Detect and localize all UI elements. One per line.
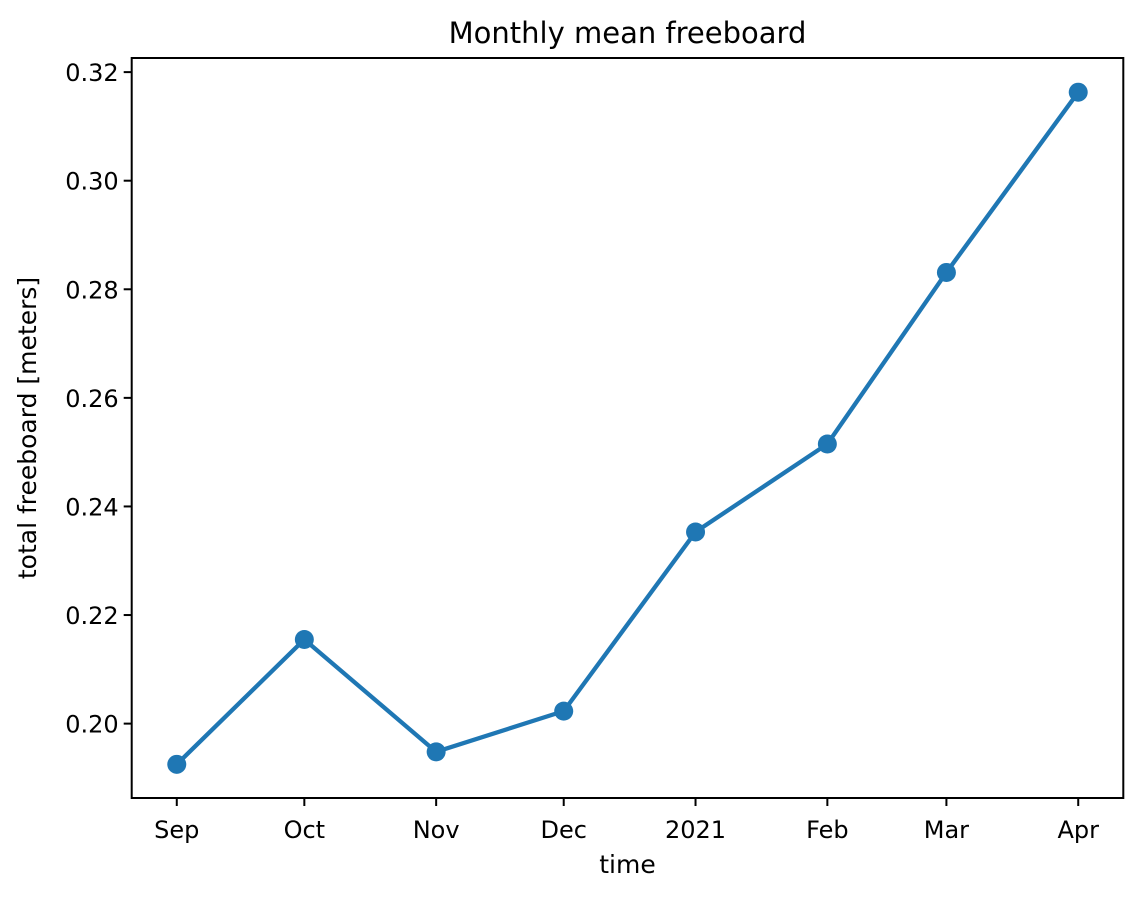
chart-title: Monthly mean freeboard	[449, 16, 807, 50]
y-axis-label: total freeboard [meters]	[13, 277, 42, 579]
data-point-feb	[817, 434, 837, 454]
x-tick-label-sep: Sep	[154, 816, 199, 844]
x-tick-label-nov: Nov	[413, 816, 460, 844]
data-point-2021	[686, 522, 706, 542]
x-tick-label-feb: Feb	[806, 816, 849, 844]
x-axis-label: time	[599, 850, 655, 879]
x-tick-label-2021: 2021	[665, 816, 726, 844]
axes-spines	[130, 57, 1125, 799]
y-tick-label-0.26: 0.26	[65, 385, 118, 413]
x-tick-label-apr: Apr	[1057, 816, 1099, 844]
data-point-dec	[554, 701, 574, 721]
data-point-sep	[167, 754, 187, 774]
y-tick-label-0.20: 0.20	[65, 711, 118, 739]
data-point-nov	[426, 742, 446, 762]
x-tick-label-oct: Oct	[284, 816, 326, 844]
y-tick-label-0.22: 0.22	[65, 602, 118, 630]
plot-area: Sep Oct Nov Dec 2021 Feb Mar Apr 0.20 0.22 0.24 0.2…	[65, 57, 1125, 844]
y-tick-label-0.30: 0.30	[65, 168, 118, 196]
data-point-apr	[1068, 82, 1088, 102]
data-point-oct	[294, 629, 314, 649]
data-point-mar	[936, 262, 956, 282]
y-tick-label-0.24: 0.24	[65, 493, 118, 521]
series-line-monthly-mean-freeboard	[174, 90, 1081, 767]
y-tick-label-0.28: 0.28	[65, 276, 118, 304]
y-tick-label-0.32: 0.32	[65, 59, 118, 87]
x-tick-label-dec: Dec	[540, 816, 586, 844]
x-tick-label-mar: Mar	[924, 816, 969, 844]
